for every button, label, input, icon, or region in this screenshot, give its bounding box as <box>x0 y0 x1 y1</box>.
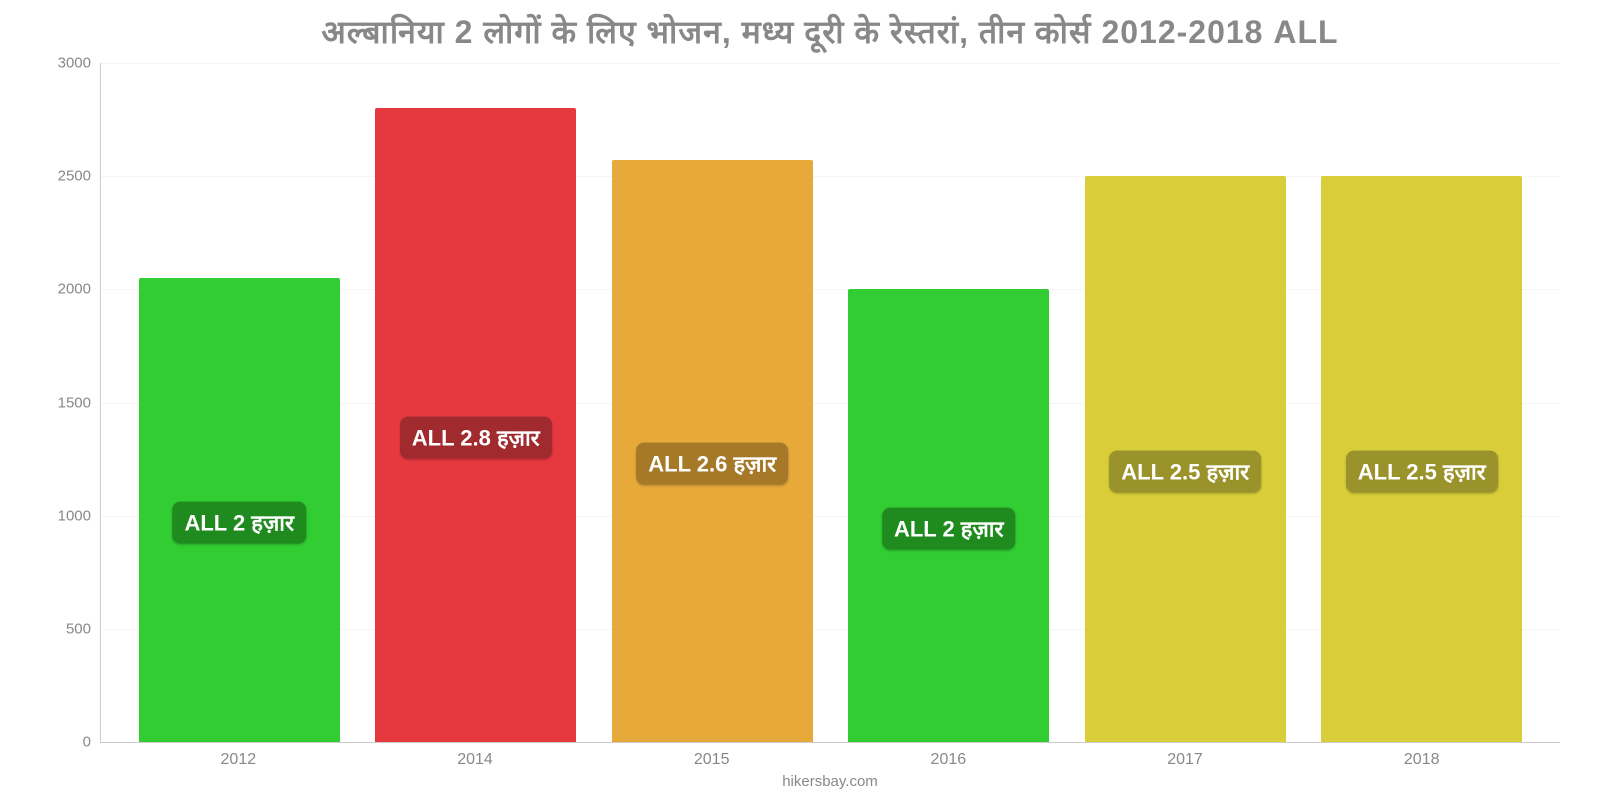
y-tick-label: 2500 <box>41 168 91 185</box>
bars-group: ALL 2 हज़ार ALL 2.8 हज़ार ALL 2.6 हज़ार ALL… <box>101 63 1560 742</box>
bar: ALL 2.8 हज़ार <box>375 108 576 742</box>
y-tick-label: 0 <box>41 734 91 751</box>
bar-slot: ALL 2 हज़ार <box>831 63 1068 742</box>
bar-value-label: ALL 2.5 हज़ार <box>1109 451 1261 493</box>
bar-slot: ALL 2.5 हज़ार <box>1304 63 1541 742</box>
chart-container: अल्बानिया 2 लोगों के लिए भोजन, मध्य दूरी… <box>0 0 1600 800</box>
y-tick-label: 2000 <box>41 281 91 298</box>
bar: ALL 2.5 हज़ार <box>1321 176 1522 742</box>
x-tick-label: 2014 <box>357 751 594 769</box>
bar-slot: ALL 2.8 हज़ार <box>358 63 595 742</box>
bar-slot: ALL 2.6 हज़ार <box>594 63 831 742</box>
bar: ALL 2 हज़ार <box>848 289 1049 742</box>
y-tick-label: 1000 <box>41 507 91 524</box>
x-tick-label: 2017 <box>1067 751 1304 769</box>
bar-slot: ALL 2 हज़ार <box>121 63 358 742</box>
x-axis-labels: 201220142015201620172018 <box>100 743 1560 769</box>
x-tick-label: 2015 <box>593 751 830 769</box>
x-tick-label: 2018 <box>1303 751 1540 769</box>
y-tick-label: 500 <box>41 620 91 637</box>
bar-value-label: ALL 2.8 हज़ार <box>400 417 552 459</box>
y-tick-label: 3000 <box>41 55 91 72</box>
plot-area: 050010001500200025003000 ALL 2 हज़ारALL … <box>100 63 1560 743</box>
bar: ALL 2.5 हज़ार <box>1085 176 1286 742</box>
bar-value-label: ALL 2.5 हज़ार <box>1346 451 1498 493</box>
attribution-text: hikersbay.com <box>100 773 1560 790</box>
chart-title: अल्बानिया 2 लोगों के लिए भोजन, मध्य दूरी… <box>100 10 1560 53</box>
bar-value-label: ALL 2.6 हज़ार <box>636 443 788 485</box>
bar-slot: ALL 2.5 हज़ार <box>1067 63 1304 742</box>
bar: ALL 2 हज़ार <box>139 278 340 742</box>
bar-value-label: ALL 2 हज़ार <box>882 507 1016 549</box>
x-tick-label: 2012 <box>120 751 357 769</box>
bar-value-label: ALL 2 हज़ार <box>172 502 306 544</box>
x-tick-label: 2016 <box>830 751 1067 769</box>
y-tick-label: 1500 <box>41 394 91 411</box>
bar: ALL 2.6 हज़ार <box>612 160 813 742</box>
